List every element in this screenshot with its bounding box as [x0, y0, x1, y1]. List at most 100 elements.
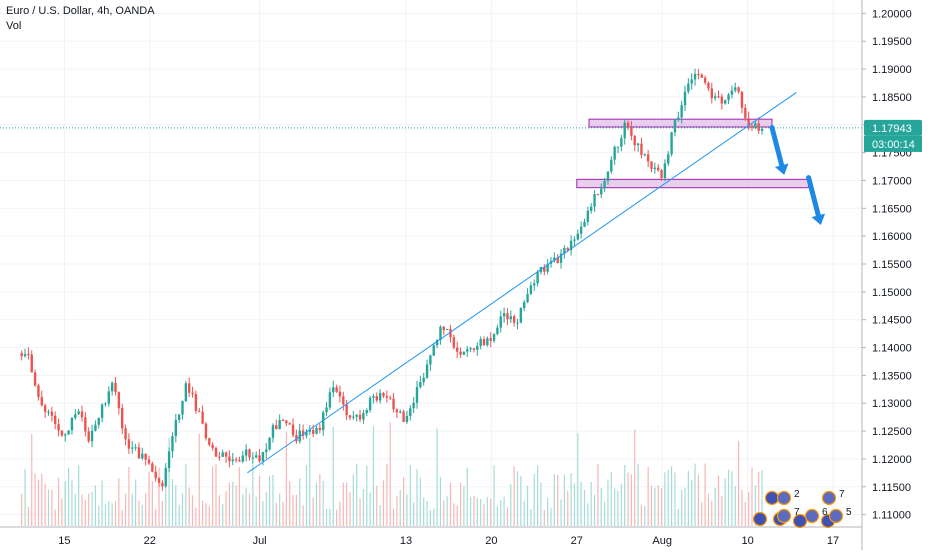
candle-body — [345, 404, 348, 416]
candle-body — [646, 154, 650, 162]
candle-body — [131, 447, 134, 449]
volume-bar — [54, 509, 56, 526]
volume-bar — [392, 508, 395, 526]
candle-body — [740, 91, 744, 108]
grid — [0, 0, 862, 527]
candle-body — [566, 248, 569, 250]
volume-bar — [27, 506, 29, 526]
volume-bar — [118, 478, 120, 526]
candle-body — [161, 482, 164, 487]
price-tick-label: 1.11500 — [872, 482, 911, 494]
candle-body — [583, 221, 586, 227]
volume-bar — [198, 433, 200, 526]
candle-body — [137, 447, 141, 459]
candle-body — [576, 233, 579, 240]
countdown-value: 03:00:14 — [872, 139, 915, 151]
volume-bar — [389, 422, 391, 526]
volume-bar — [356, 463, 358, 526]
volume-bar — [352, 474, 354, 526]
volume-bar — [285, 431, 287, 526]
volume-bar — [302, 505, 304, 526]
candle-body — [486, 338, 489, 346]
volume-bar — [248, 493, 251, 526]
current-price-label: 1.17943 03:00:14 — [864, 119, 922, 152]
candle-body — [332, 387, 335, 393]
candle-body — [375, 396, 378, 401]
price-tick-label: 1.15500 — [872, 259, 912, 271]
volume-bar — [21, 493, 23, 526]
candle-body — [198, 410, 201, 412]
volume-bar — [500, 499, 502, 526]
volume-indicator-label[interactable]: Vol — [6, 20, 22, 32]
volume-bar — [44, 483, 46, 526]
volume-bar — [734, 486, 736, 526]
volume-bar — [717, 475, 720, 526]
symbol-title[interactable]: Euro / U.S. Dollar, 4h, OANDA — [6, 5, 155, 17]
candle-body — [110, 382, 114, 392]
volume-bar — [600, 488, 602, 526]
candle-body — [610, 159, 613, 172]
candle-body — [171, 436, 174, 452]
candle-body — [489, 338, 492, 341]
candle-body — [673, 120, 677, 133]
candle-body — [84, 417, 87, 432]
candle-body — [590, 206, 593, 211]
candle-body — [208, 438, 211, 445]
candle-body — [412, 402, 415, 409]
candle-body — [757, 123, 760, 131]
volume-bar — [339, 501, 341, 526]
candle-body — [97, 417, 100, 425]
volume-bar — [138, 500, 140, 526]
volume-bar — [265, 491, 267, 526]
volume-bar — [158, 467, 160, 526]
volume-bar — [647, 467, 649, 526]
candle-body — [459, 351, 462, 355]
candle-body — [456, 347, 459, 352]
volume-bar — [205, 503, 207, 526]
candle-body — [720, 96, 724, 104]
projection-arrow-head — [811, 213, 826, 226]
projection-arrow-shaft — [769, 125, 785, 168]
volume-bar — [657, 485, 659, 526]
candle-body — [737, 87, 740, 92]
candle-body — [523, 302, 526, 309]
volume-bar — [406, 494, 408, 526]
candle-body — [750, 125, 754, 128]
volume-bar — [312, 497, 314, 526]
volume-bar — [684, 487, 686, 526]
candle-body — [174, 419, 177, 437]
candle-body — [636, 143, 640, 146]
volume-bar — [694, 463, 696, 526]
volume-bar — [262, 501, 264, 526]
candle-body — [305, 431, 308, 436]
volume-bar — [359, 498, 361, 526]
candle-body — [177, 414, 181, 420]
candle-body — [710, 88, 713, 99]
candle-body — [519, 308, 523, 323]
volume-bar — [215, 464, 217, 526]
volume-bar — [617, 490, 619, 526]
event-badge-count: 6 — [822, 507, 828, 518]
volume-bar — [607, 479, 609, 526]
volume-bar — [523, 500, 525, 526]
volume-bar — [165, 470, 167, 526]
candle-body — [630, 127, 633, 136]
volume-bar — [315, 482, 318, 526]
candle-body — [33, 372, 37, 386]
volume-bar — [701, 502, 703, 526]
volume-bar — [697, 474, 699, 526]
volume-bar — [108, 501, 110, 526]
candle-body — [167, 451, 171, 469]
volume-bar — [614, 488, 616, 526]
volume-bar — [185, 463, 187, 526]
candle-body — [338, 391, 342, 397]
volume-bar — [121, 509, 123, 526]
candle-body — [94, 424, 97, 431]
volume-bar — [476, 498, 478, 526]
price-tick-label: 1.17000 — [872, 175, 912, 187]
volume-bar — [526, 485, 529, 526]
candle-body — [87, 431, 90, 442]
